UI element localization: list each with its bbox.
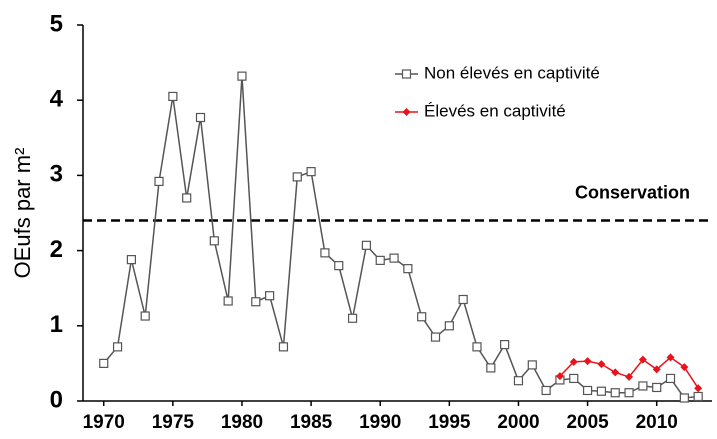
point [361, 240, 371, 250]
x-tick-label: 1970 [83, 412, 125, 433]
point [693, 391, 703, 402]
legend-label: Non élevés en captivité [424, 63, 600, 82]
y-tick-label: 0 [50, 386, 63, 413]
point [680, 363, 689, 372]
point [195, 112, 206, 123]
point [666, 353, 675, 362]
point [306, 167, 316, 177]
x-tick-label: 2010 [636, 412, 678, 433]
point [389, 253, 399, 263]
point [154, 176, 164, 187]
y-tick-label: 4 [50, 86, 64, 113]
point [541, 385, 551, 396]
point [513, 376, 524, 386]
x-tick-label: 1980 [221, 412, 263, 433]
point [527, 360, 537, 370]
reference-label: Conservation [575, 182, 690, 202]
point [430, 332, 441, 342]
point [223, 296, 233, 306]
x-tick-label: 1985 [290, 412, 333, 433]
point [569, 357, 578, 366]
point [694, 384, 703, 393]
point [555, 372, 564, 381]
point [417, 312, 427, 322]
point [569, 373, 579, 384]
point [500, 340, 510, 350]
y-tick-label: 2 [50, 236, 63, 263]
point [625, 372, 634, 381]
point [638, 381, 648, 391]
point [611, 368, 620, 377]
point [444, 321, 454, 331]
point [665, 373, 676, 384]
point [99, 358, 109, 368]
legend-marker [402, 108, 411, 116]
point [265, 291, 275, 301]
point [320, 248, 330, 258]
point [458, 294, 468, 305]
point [652, 382, 662, 393]
point [251, 297, 261, 307]
legend-label: Élevés en captivité [424, 101, 566, 120]
point [597, 360, 606, 369]
point [375, 255, 385, 265]
y-tick-label: 5 [50, 10, 63, 37]
point [638, 355, 647, 364]
point [624, 388, 634, 398]
point [596, 386, 607, 396]
point [403, 264, 413, 274]
y-axis-label: OEufs par m² [10, 148, 35, 279]
point [292, 172, 302, 182]
point [610, 388, 620, 398]
point [182, 193, 192, 203]
point [486, 363, 496, 373]
point [334, 261, 344, 271]
x-tick-label: 2005 [566, 412, 609, 433]
point [168, 91, 178, 102]
point [582, 385, 593, 396]
y-tick-label: 1 [50, 311, 63, 338]
series-line [103, 76, 699, 399]
x-tick-label: 2000 [497, 412, 539, 433]
point [278, 342, 289, 352]
point [679, 393, 689, 403]
point [237, 71, 247, 81]
point [209, 236, 219, 246]
point [583, 357, 592, 366]
legend-marker [401, 69, 412, 79]
point [140, 311, 150, 321]
point [472, 342, 482, 352]
x-tick-label: 1990 [359, 412, 401, 433]
point [126, 255, 136, 265]
point [652, 365, 661, 374]
y-tick-label: 3 [50, 161, 63, 188]
x-tick-label: 1995 [428, 412, 471, 433]
x-tick-label: 1975 [152, 412, 195, 433]
point [112, 342, 123, 352]
point [347, 313, 358, 323]
